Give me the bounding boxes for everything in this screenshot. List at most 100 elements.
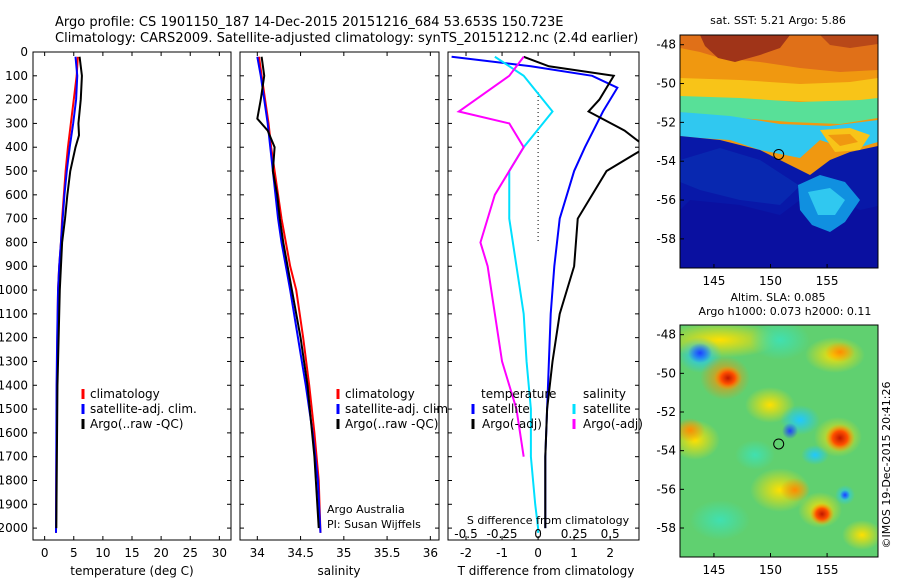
sla-map-panel: Altim. SLA: 0.085 Argo h1000: 0.073 h200…	[656, 291, 879, 577]
difference-panel: -2 -1 0 1 2 temperaturesatelliteArgo(-adj)sa…	[447, 51, 643, 578]
s-difference-ticks: -0.5 -0.25 0 0.25 0.5	[454, 527, 619, 541]
y-tick-label: 1300	[0, 354, 28, 368]
map-x-tick-label: 155	[816, 563, 839, 577]
sla-map-axis: 145 150 155 -48 -50 -52 -54 -56 -58	[656, 328, 838, 577]
x-tick-label: -1	[496, 546, 508, 560]
series-line	[494, 55, 554, 533]
sla-map-image	[680, 325, 878, 557]
temperature-panel: 0100200300400500600700800900100011001200…	[0, 45, 232, 578]
salinity-ticks: 34 34.5 35 35.5 36	[240, 51, 439, 560]
depth-axis: 0 100 200 300 400 500 600 700 800 900 1000 1100 1200…	[0, 45, 28, 535]
y-tick-label: 100	[5, 69, 28, 83]
argo-australia-label: Argo Australia	[327, 503, 405, 516]
map-x-tick-label: 145	[702, 274, 725, 288]
y-tick-label: 1500	[0, 402, 28, 416]
y-tick-label: 1000	[0, 283, 28, 297]
difference-axes	[447, 51, 640, 541]
x-tick-label: 10	[95, 546, 110, 560]
header-line-2: Climatology: CARS2009. Satellite-adjuste…	[55, 31, 638, 46]
map-y-tick-label: -52	[656, 405, 676, 419]
legend-label: satellite	[482, 402, 530, 416]
sst-map-axis: 145 150 155 -48 -50 -52 -54 -56 -58	[656, 38, 838, 288]
legend-label: climatology	[90, 387, 160, 401]
map-y-tick-label: -54	[656, 154, 676, 168]
x-tick-label: 0	[41, 546, 49, 560]
salinity-xlabel: salinity	[317, 564, 360, 578]
difference-ticks: -2 -1 0 1 2	[448, 51, 639, 560]
map-x-tick-label: 150	[759, 274, 782, 288]
salinity-series	[256, 56, 322, 533]
sla-map-frame	[679, 324, 879, 558]
map-y-tick-label: -48	[656, 328, 676, 342]
x-tick-label: 34.5	[287, 546, 314, 560]
difference-series	[451, 55, 639, 533]
x2-tick-label: 0.25	[561, 527, 588, 541]
x-tick-label: 36	[423, 546, 438, 560]
legend-label: Argo(-adj)	[482, 417, 542, 431]
y-tick-label: 1600	[0, 426, 28, 440]
legend-label: Argo(..raw -QC)	[90, 417, 183, 431]
t-difference-xlabel: T difference from climatology	[457, 564, 635, 578]
x-tick-label: 2	[606, 546, 614, 560]
legend-label: satellite-adj. clim.	[90, 402, 197, 416]
series-line	[256, 56, 320, 529]
map-x-tick-label: 150	[759, 563, 782, 577]
map-y-tick-label: -50	[656, 366, 676, 380]
series-line	[55, 56, 79, 533]
map-x-tick-label: 155	[816, 274, 839, 288]
y-tick-label: 1800	[0, 473, 28, 487]
pi-label: PI: Susan Wijffels	[327, 518, 421, 531]
y-tick-label: 600	[5, 188, 28, 202]
salinity-axes	[239, 51, 440, 541]
y-tick-label: 900	[5, 259, 28, 273]
y-tick-label: 500	[5, 164, 28, 178]
x2-tick-label: 0.5	[601, 527, 620, 541]
x-tick-label: 30	[212, 546, 227, 560]
legend-label: satellite	[583, 402, 631, 416]
series-line	[456, 56, 525, 457]
imos-watermark: ©IMOS 19-Dec-2015 20:41:26	[880, 382, 893, 549]
temperature-axes	[32, 51, 232, 541]
legend-label: Argo(..raw -QC)	[345, 417, 438, 431]
salinity-panel: 34 34.5 35 35.5 36 climatologysatellite-adj.…	[239, 51, 452, 578]
x-tick-label: 25	[183, 546, 198, 560]
x-tick-label: 0	[534, 546, 542, 560]
sst-map-panel: sat. SST: 5.21 Argo: 5.86 145 150 155 -48 -5…	[656, 14, 879, 288]
x-tick-label: -2	[460, 546, 472, 560]
temperature-series	[55, 56, 83, 533]
x-tick-label: 35	[336, 546, 351, 560]
map-y-tick-label: -54	[656, 444, 676, 458]
sst-map-title: sat. SST: 5.21 Argo: 5.86	[710, 14, 846, 27]
difference-legend: temperaturesatelliteArgo(-adj)salinitysa…	[471, 387, 643, 431]
temperature-xlabel: temperature (deg C)	[70, 564, 193, 578]
y-tick-label: 800	[5, 235, 28, 249]
map-y-tick-label: -58	[656, 521, 676, 535]
map-y-tick-label: -48	[656, 38, 676, 52]
x-tick-label: 20	[153, 546, 168, 560]
y-tick-label: 1200	[0, 331, 28, 345]
map-y-tick-label: -56	[656, 482, 676, 496]
x-tick-label: 34	[250, 546, 265, 560]
y-tick-label: 1400	[0, 378, 28, 392]
argo-position-marker	[773, 148, 785, 160]
y-tick-label: 400	[5, 140, 28, 154]
legend-label: climatology	[345, 387, 415, 401]
y-tick-label: 300	[5, 116, 28, 130]
legend-label: Argo(-adj)	[583, 417, 643, 431]
map-y-tick-label: -50	[656, 77, 676, 91]
x-tick-label: 5	[70, 546, 78, 560]
map-x-tick-label: 145	[702, 563, 725, 577]
y-tick-label: 1700	[0, 450, 28, 464]
x2-tick-label: 0	[534, 527, 542, 541]
s-difference-xlabel: S difference from climatology	[467, 514, 630, 527]
x-tick-label: 35.5	[374, 546, 401, 560]
x-tick-label: 15	[124, 546, 139, 560]
sla-map-title: Altim. SLA: 0.085	[730, 291, 825, 304]
y-tick-label: 2000	[0, 521, 28, 535]
series-line	[55, 56, 83, 529]
sst-map-frame	[679, 34, 879, 269]
temperature-x-axis: 0 5 10 15 20 25 30	[33, 51, 231, 560]
series-line	[523, 55, 639, 529]
